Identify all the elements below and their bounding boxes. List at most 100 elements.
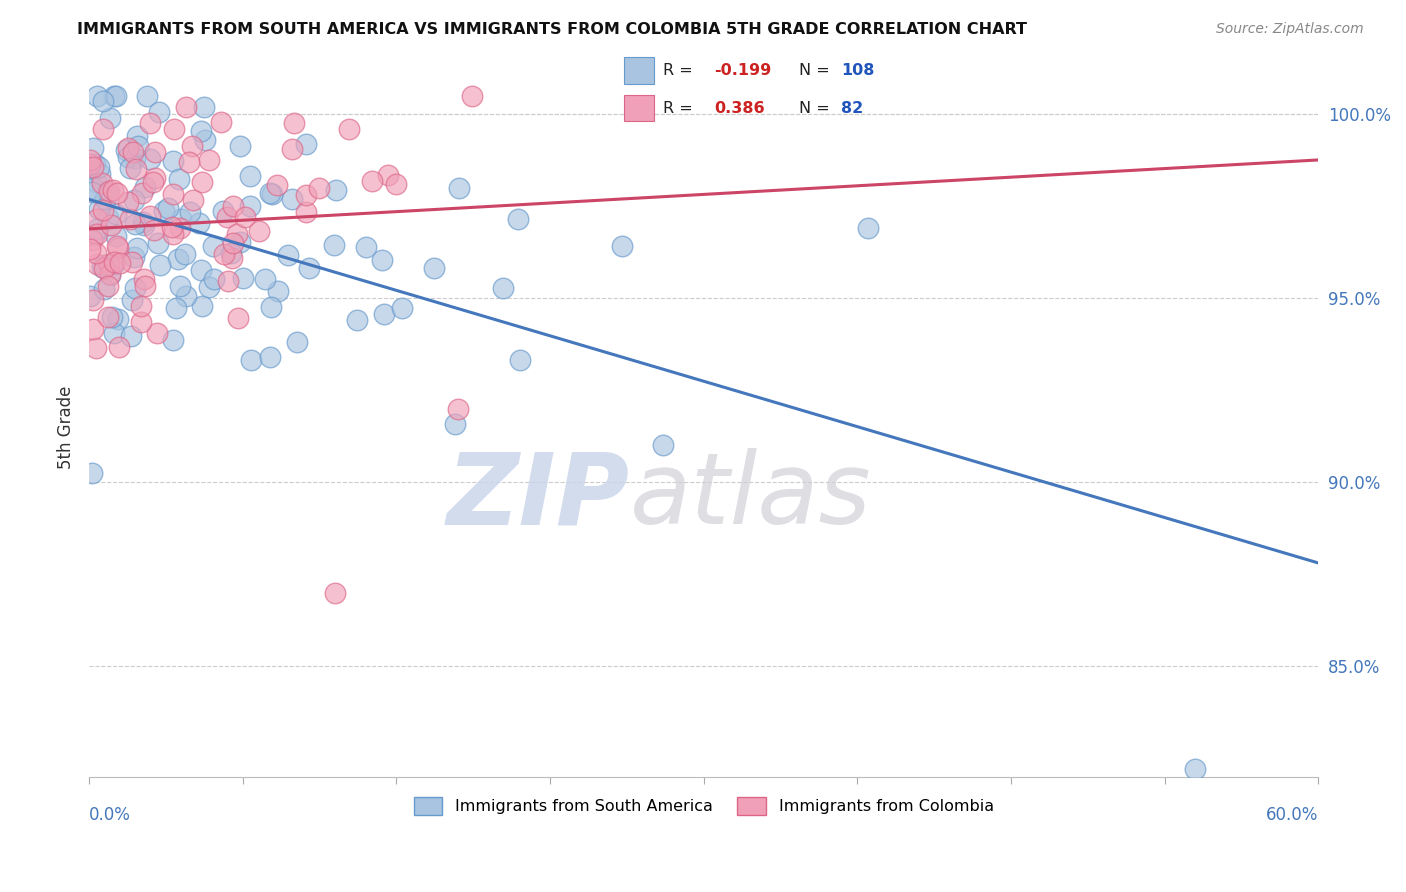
Point — [108, 256, 131, 270]
Point — [443, 417, 465, 431]
Point — [266, 178, 288, 192]
Point — [107, 340, 129, 354]
Point — [82, 141, 104, 155]
Point — [86, 211, 108, 226]
Point — [198, 153, 221, 167]
Point — [97, 310, 120, 324]
Point — [277, 248, 299, 262]
Point — [122, 250, 145, 264]
Point — [190, 123, 212, 137]
Point — [181, 193, 204, 207]
Point — [97, 279, 120, 293]
Point — [87, 202, 110, 217]
Point — [93, 192, 115, 206]
Point — [219, 245, 242, 260]
Point — [447, 401, 470, 416]
Point — [222, 199, 245, 213]
Point — [138, 152, 160, 166]
Point — [129, 299, 152, 313]
Point — [143, 223, 166, 237]
Text: R =: R = — [664, 101, 693, 116]
Point — [118, 161, 141, 175]
Point — [215, 210, 238, 224]
Point — [86, 175, 108, 189]
Point — [134, 180, 156, 194]
Point — [176, 288, 198, 302]
Point — [162, 153, 184, 168]
Bar — [624, 95, 654, 121]
Point — [202, 239, 225, 253]
Point — [79, 153, 101, 168]
Point — [283, 115, 305, 129]
Point — [153, 203, 176, 218]
Point — [120, 212, 142, 227]
Point — [193, 100, 215, 114]
Text: R =: R = — [664, 63, 693, 78]
Point — [280, 142, 302, 156]
Point — [146, 326, 169, 341]
Point — [131, 186, 153, 200]
Point — [142, 175, 165, 189]
Text: 108: 108 — [841, 63, 875, 78]
Point — [238, 169, 260, 184]
Point — [211, 203, 233, 218]
Y-axis label: 5th Grade: 5th Grade — [58, 385, 75, 468]
Point — [89, 167, 111, 181]
Point — [107, 312, 129, 326]
Text: N =: N = — [799, 101, 830, 116]
Point — [181, 138, 204, 153]
Point — [373, 307, 395, 321]
Point — [117, 150, 139, 164]
Point — [169, 172, 191, 186]
Point — [103, 88, 125, 103]
Point — [308, 181, 330, 195]
Point — [100, 218, 122, 232]
Point — [104, 228, 127, 243]
Point — [84, 246, 107, 260]
Point — [127, 128, 149, 143]
Point — [169, 279, 191, 293]
Point — [79, 157, 101, 171]
Point — [449, 180, 471, 194]
Point — [132, 218, 155, 232]
Point — [214, 246, 236, 260]
Point — [127, 138, 149, 153]
Point — [90, 260, 112, 274]
Point — [508, 211, 530, 226]
Point — [259, 350, 281, 364]
Point — [174, 100, 197, 114]
Point — [259, 186, 281, 200]
Point — [377, 168, 399, 182]
Text: 82: 82 — [841, 101, 863, 116]
Point — [82, 181, 104, 195]
Point — [194, 133, 217, 147]
Point — [105, 207, 128, 221]
Point — [188, 216, 211, 230]
Point — [323, 585, 346, 599]
Point — [160, 219, 183, 234]
Point — [360, 174, 382, 188]
Point — [371, 252, 394, 267]
Legend: Immigrants from South America, Immigrants from Colombia: Immigrants from South America, Immigrant… — [408, 791, 1000, 821]
Point — [325, 183, 347, 197]
Point — [86, 88, 108, 103]
Point — [105, 88, 128, 103]
Point — [84, 157, 107, 171]
Point — [509, 352, 531, 367]
Point — [169, 211, 191, 226]
Point — [143, 170, 166, 185]
Point — [162, 333, 184, 347]
Point — [79, 288, 101, 302]
Point — [94, 258, 117, 272]
Point — [267, 284, 290, 298]
Point — [107, 241, 129, 255]
Point — [163, 122, 186, 136]
Text: 0.386: 0.386 — [714, 101, 765, 116]
Point — [121, 293, 143, 307]
Point — [101, 183, 124, 197]
Point — [262, 186, 284, 201]
Point — [385, 178, 408, 192]
Point — [239, 199, 262, 213]
Point — [221, 236, 243, 251]
Point — [610, 239, 633, 253]
